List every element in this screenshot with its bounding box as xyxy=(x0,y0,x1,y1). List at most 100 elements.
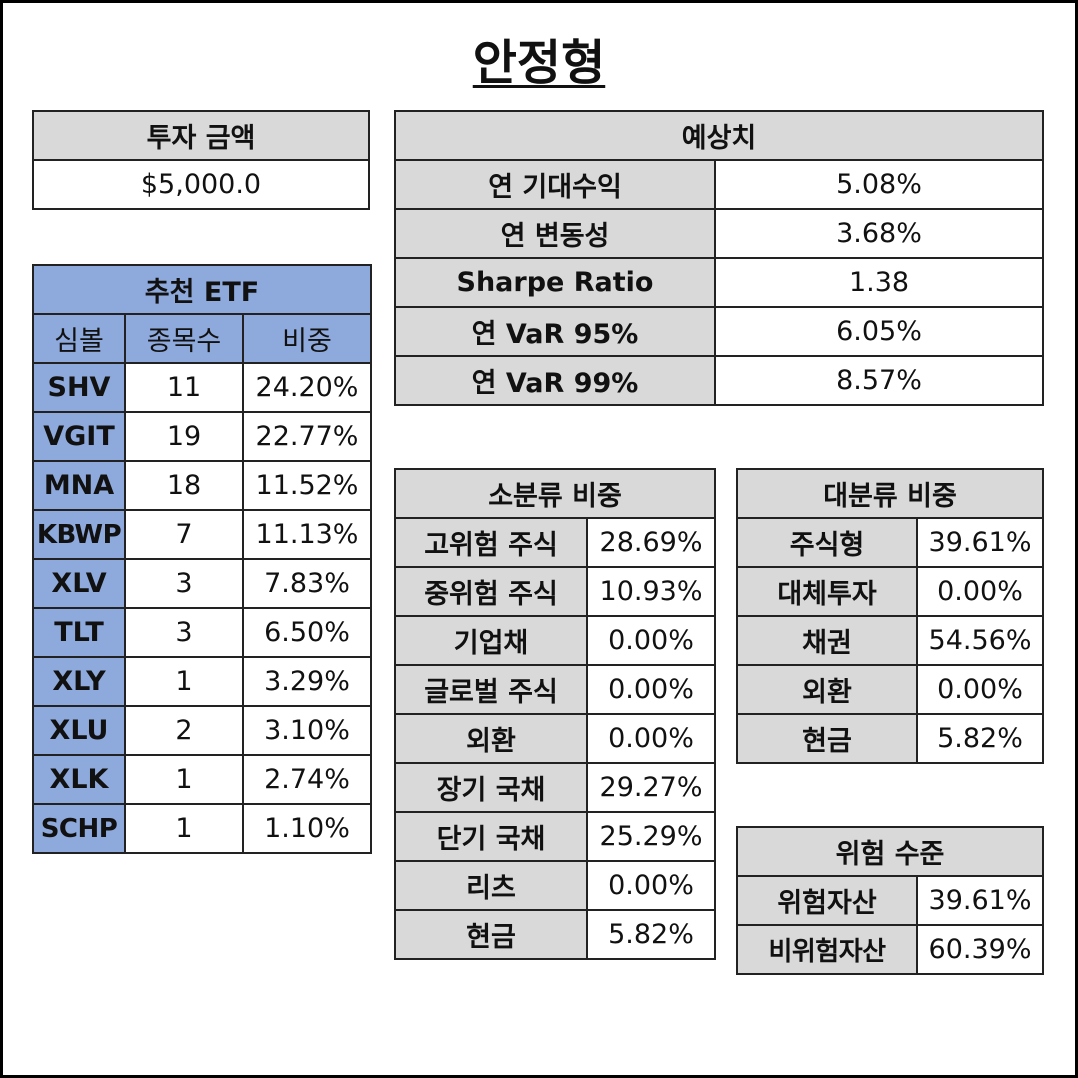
sub-category-label: 중위험 주식 xyxy=(394,566,588,617)
table-row: 현금 5.82% xyxy=(736,713,1045,764)
forecast-header: 예상치 xyxy=(394,110,1044,161)
etf-weight: 2.74% xyxy=(242,754,372,805)
etf-count: 19 xyxy=(124,411,244,462)
etf-weight: 22.77% xyxy=(242,411,372,462)
sub-category-header: 소분류 비중 xyxy=(393,468,717,519)
table-row: SCHP 1 1.10% xyxy=(32,803,372,854)
sub-category-value: 0.00% xyxy=(585,713,717,764)
investment-amount: $5,000.0 xyxy=(32,159,370,210)
sub-category-value: 10.93% xyxy=(585,566,717,617)
table-row: 장기 국채 29.27% xyxy=(394,762,717,813)
table-row: XLY 1 3.29% xyxy=(32,656,372,707)
etf-symbol: SCHP xyxy=(32,803,126,854)
risk-level-label: 비위험자산 xyxy=(736,924,918,975)
forecast-label: 연 기대수익 xyxy=(394,159,716,210)
table-row: 글로벌 주식 0.00% xyxy=(394,664,717,715)
etf-weight: 11.52% xyxy=(242,460,372,511)
page-title-text: 안정형 xyxy=(472,35,606,91)
table-row: XLV 3 7.83% xyxy=(32,558,372,609)
table-row: 연 VaR 99% 8.57% xyxy=(394,355,1044,406)
forecast-table: 예상치 연 기대수익 5.08% 연 변동성 3.68% Sharpe Ratio 1… xyxy=(394,110,1044,406)
table-row: 연 VaR 95% 6.05% xyxy=(394,306,1044,357)
table-row: 외환 0.00% xyxy=(736,664,1045,715)
table-row: KBWP 7 11.13% xyxy=(32,509,372,560)
table-row: XLK 1 2.74% xyxy=(32,754,372,805)
risk-level-value: 39.61% xyxy=(915,875,1045,926)
etf-count: 11 xyxy=(124,362,244,413)
etf-count: 1 xyxy=(124,656,244,707)
forecast-label: 연 VaR 99% xyxy=(394,355,716,406)
forecast-label: Sharpe Ratio xyxy=(394,257,716,308)
table-row: 대체투자 0.00% xyxy=(736,566,1045,617)
major-category-header: 대분류 비중 xyxy=(735,468,1045,519)
etf-table: 추천 ETF 심볼 종목수 비중 SHV 11 24.20% VGIT 19 22.77… xyxy=(32,264,372,854)
major-category-label: 주식형 xyxy=(736,517,918,568)
major-category-table: 대분류 비중 주식형 39.61% 대체투자 0.00% 채권 54.56% 외환 0.… xyxy=(735,468,1045,764)
forecast-value: 5.08% xyxy=(714,159,1044,210)
forecast-value: 1.38 xyxy=(714,257,1044,308)
etf-header: 추천 ETF xyxy=(32,264,372,315)
etf-count: 1 xyxy=(124,754,244,805)
etf-count: 3 xyxy=(124,558,244,609)
table-row: 중위험 주식 10.93% xyxy=(394,566,717,617)
major-category-label: 채권 xyxy=(736,615,918,666)
sub-category-label: 리츠 xyxy=(394,860,588,911)
etf-symbol: TLT xyxy=(32,607,126,658)
table-row: 리츠 0.00% xyxy=(394,860,717,911)
major-category-value: 5.82% xyxy=(915,713,1045,764)
table-row: 비위험자산 60.39% xyxy=(736,924,1045,975)
etf-count: 7 xyxy=(124,509,244,560)
table-row: 채권 54.56% xyxy=(736,615,1045,666)
sub-category-label: 외환 xyxy=(394,713,588,764)
table-row: MNA 18 11.52% xyxy=(32,460,372,511)
major-category-value: 39.61% xyxy=(915,517,1045,568)
etf-col-weight: 비중 xyxy=(242,313,372,364)
table-row: 외환 0.00% xyxy=(394,713,717,764)
etf-weight: 1.10% xyxy=(242,803,372,854)
sub-category-value: 0.00% xyxy=(585,860,717,911)
etf-weight: 6.50% xyxy=(242,607,372,658)
table-row: 위험자산 39.61% xyxy=(736,875,1045,926)
major-category-value: 54.56% xyxy=(915,615,1045,666)
etf-count: 3 xyxy=(124,607,244,658)
forecast-value: 3.68% xyxy=(714,208,1044,259)
sub-category-value: 29.27% xyxy=(585,762,717,813)
investment-table: 투자 금액 $5,000.0 xyxy=(32,110,370,210)
etf-col-count: 종목수 xyxy=(124,313,244,364)
page-title: 안정형 xyxy=(0,32,1078,94)
major-category-label: 대체투자 xyxy=(736,566,918,617)
etf-weight: 3.10% xyxy=(242,705,372,756)
table-row: Sharpe Ratio 1.38 xyxy=(394,257,1044,308)
table-row: XLU 2 3.10% xyxy=(32,705,372,756)
table-row: 현금 5.82% xyxy=(394,909,717,960)
etf-symbol: MNA xyxy=(32,460,126,511)
sub-category-label: 글로벌 주식 xyxy=(394,664,588,715)
table-row: 단기 국채 25.29% xyxy=(394,811,717,862)
etf-col-symbol: 심볼 xyxy=(32,313,126,364)
sub-category-label: 단기 국채 xyxy=(394,811,588,862)
sub-category-value: 28.69% xyxy=(585,517,717,568)
table-row: SHV 11 24.20% xyxy=(32,362,372,413)
major-category-value: 0.00% xyxy=(915,664,1045,715)
sub-category-value: 0.00% xyxy=(585,664,717,715)
risk-level-label: 위험자산 xyxy=(736,875,918,926)
etf-count: 18 xyxy=(124,460,244,511)
investment-header: 투자 금액 xyxy=(32,110,370,161)
etf-weight: 7.83% xyxy=(242,558,372,609)
sub-category-value: 5.82% xyxy=(585,909,717,960)
table-row: 연 기대수익 5.08% xyxy=(394,159,1044,210)
sub-category-label: 현금 xyxy=(394,909,588,960)
etf-symbol: XLY xyxy=(32,656,126,707)
sub-category-value: 25.29% xyxy=(585,811,717,862)
etf-symbol: VGIT xyxy=(32,411,126,462)
table-row: 연 변동성 3.68% xyxy=(394,208,1044,259)
etf-weight: 11.13% xyxy=(242,509,372,560)
risk-level-table: 위험 수준 위험자산 39.61% 비위험자산 60.39% xyxy=(735,826,1045,975)
etf-weight: 24.20% xyxy=(242,362,372,413)
sub-category-table: 소분류 비중 고위험 주식 28.69% 중위험 주식 10.93% 기업채 0.00… xyxy=(393,468,717,960)
etf-symbol: SHV xyxy=(32,362,126,413)
etf-symbol: XLK xyxy=(32,754,126,805)
forecast-label: 연 변동성 xyxy=(394,208,716,259)
table-row: 주식형 39.61% xyxy=(736,517,1045,568)
etf-symbol: KBWP xyxy=(32,509,126,560)
